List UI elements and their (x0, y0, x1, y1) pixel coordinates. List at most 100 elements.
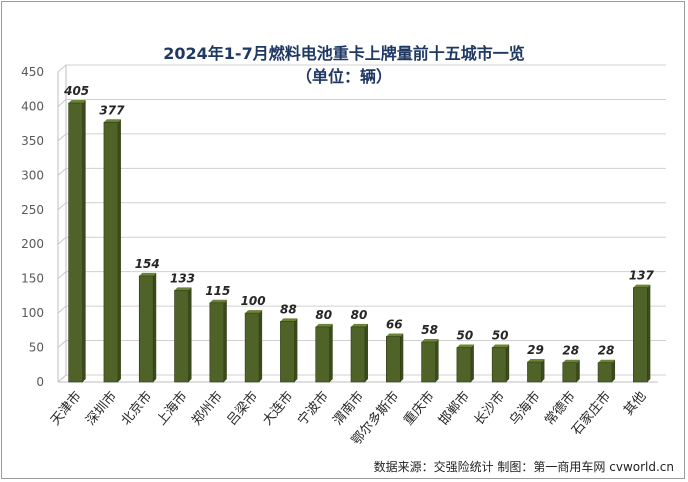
x-tick-label: 大连市 (259, 388, 296, 428)
bar-top (209, 299, 227, 303)
x-tick-label: 北京市 (118, 388, 155, 428)
bar (633, 287, 648, 383)
x-tick-label: 天津市 (47, 388, 84, 428)
x-tick-label: 长沙市 (471, 388, 508, 428)
bar-side (117, 119, 121, 383)
bar-side (188, 287, 192, 382)
data-label: 80 (315, 308, 332, 322)
y-tick-label: 200 (21, 237, 44, 251)
bar-top (598, 359, 616, 363)
bar (456, 347, 472, 383)
bar-top (386, 333, 404, 337)
bar-top (315, 323, 333, 327)
bar (527, 361, 542, 383)
bar (597, 362, 613, 383)
bar-top (103, 119, 121, 123)
bar (209, 302, 225, 383)
data-label: 115 (205, 284, 230, 298)
y-tick-label: 350 (21, 134, 44, 148)
gridline-depth (57, 133, 67, 142)
y-tick-label: 400 (21, 99, 44, 113)
bar-top (174, 287, 192, 291)
bar-side (329, 323, 333, 382)
bar-top (351, 323, 368, 327)
bar (280, 321, 295, 383)
data-label: 28 (562, 344, 579, 358)
data-label: 88 (280, 302, 297, 316)
bar-side (647, 284, 651, 382)
gridline-depth (57, 340, 67, 348)
chart-title: 2024年1-7月燃料电池重卡上牌量前十五城市一览 (163, 44, 525, 63)
bar (68, 102, 83, 383)
gridline-depth (57, 64, 67, 73)
bar (385, 336, 401, 383)
gridline-depth (57, 271, 67, 280)
x-tick-label: 邯郸市 (436, 388, 473, 428)
data-label: 50 (492, 329, 509, 343)
x-tick-label: 重庆市 (400, 388, 437, 428)
bar-side (82, 100, 86, 382)
bar (174, 290, 189, 383)
bar-top (562, 359, 580, 363)
bar-top (421, 339, 439, 343)
data-label: 405 (63, 84, 89, 98)
bar-top (492, 344, 510, 348)
bar-side (506, 344, 510, 382)
bar-side (470, 344, 474, 382)
bar-top (280, 318, 298, 322)
data-label: 28 (598, 344, 615, 358)
bar (138, 275, 154, 383)
data-label: 137 (629, 269, 655, 283)
bar (244, 312, 260, 383)
gridline-depth (57, 202, 67, 211)
bar-top (633, 284, 651, 288)
bar-top (527, 359, 545, 363)
bar-side (365, 323, 368, 382)
x-tick-label: 宁波市 (294, 388, 331, 428)
bar-side (435, 339, 439, 382)
bar-top (456, 344, 474, 348)
x-tick-label: 深圳市 (83, 388, 120, 428)
gridline-depth (57, 99, 67, 107)
bar-side (259, 310, 263, 382)
data-label: 154 (135, 257, 160, 271)
gridline-depth (57, 167, 67, 176)
x-tick-label: 其他 (621, 389, 649, 419)
bar-top (68, 100, 86, 103)
x-tick-label: 乌海市 (506, 388, 543, 428)
x-tick-label: 常德市 (541, 388, 578, 428)
x-tick-label: 上海市 (153, 388, 190, 428)
data-label: 58 (421, 323, 438, 337)
bar (491, 347, 507, 383)
bar-side (223, 299, 227, 382)
y-tick-label: 0 (36, 375, 44, 389)
gridline-depth (57, 236, 67, 245)
data-label: 29 (527, 343, 544, 357)
data-label: 100 (241, 294, 266, 308)
bar (562, 362, 578, 383)
y-tick-label: 50 (29, 341, 44, 355)
x-tick-label: 郑州市 (189, 388, 226, 428)
bar-side (400, 333, 404, 382)
data-label: 80 (351, 308, 368, 322)
bar-side (153, 272, 157, 382)
bar-side (294, 318, 298, 382)
x-tick-label: 吕梁市 (224, 388, 261, 428)
x-tick-label: 渭南市 (330, 388, 367, 428)
bar-side (576, 359, 580, 382)
data-label: 66 (386, 318, 403, 332)
y-tick-label: 450 (21, 65, 44, 79)
chart-subtitle: （单位：辆） (295, 67, 392, 86)
bar (103, 121, 119, 383)
data-label: 50 (457, 329, 474, 343)
y-tick-label: 300 (21, 168, 44, 182)
bar (315, 326, 331, 383)
bar (421, 341, 436, 383)
bar-top (139, 272, 157, 276)
bar-side (612, 359, 616, 382)
bar-top (245, 310, 263, 314)
y-tick-label: 150 (21, 272, 44, 286)
bar (350, 326, 366, 383)
source-note: 数据来源：交强险统计 制图：第一商用车网 cvworld.cn (373, 460, 674, 474)
